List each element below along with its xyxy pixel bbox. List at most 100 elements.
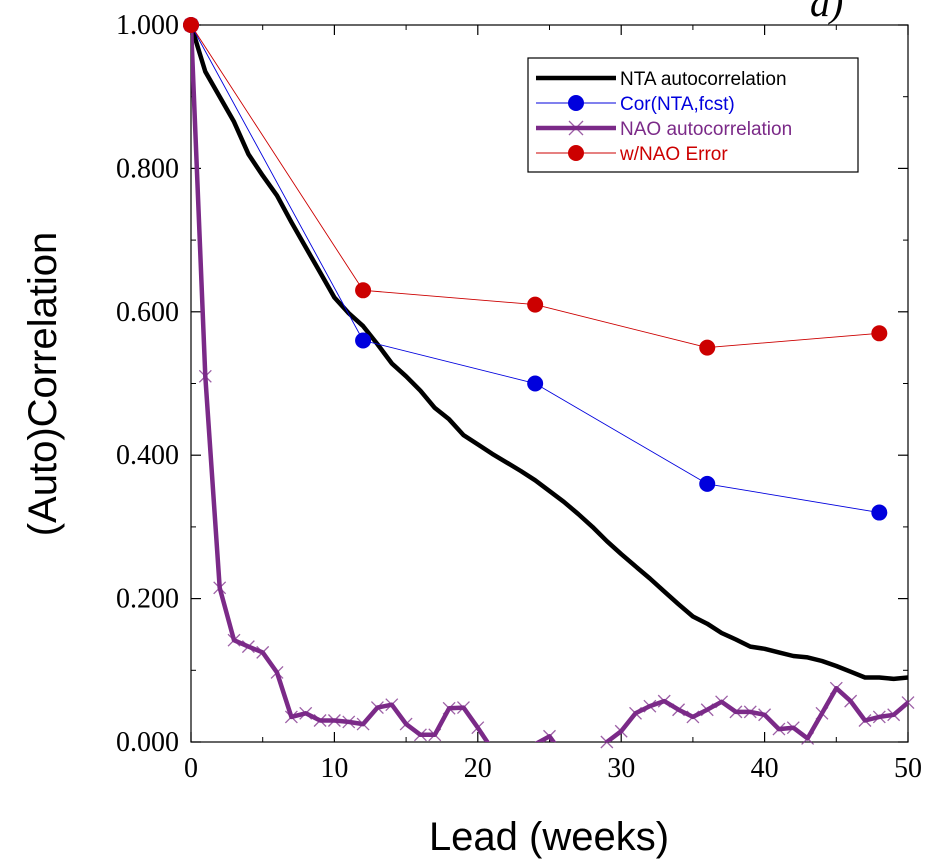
data-point-2 xyxy=(241,640,255,654)
marker-layer xyxy=(183,17,915,749)
axes: 0 10 20 30 40 50 0.000 0.200 0.400 0.600 0.800 1.00… xyxy=(116,10,922,784)
data-point-3 xyxy=(527,296,544,313)
cross-stroke xyxy=(901,696,915,710)
cross-stroke xyxy=(743,705,757,719)
x-tick-label: 0 xyxy=(184,753,198,784)
cross-stroke xyxy=(227,633,241,647)
cross-stroke xyxy=(657,694,671,708)
data-point-2 xyxy=(543,729,556,743)
cross-stroke xyxy=(457,701,470,715)
cross-stroke xyxy=(829,681,843,695)
x-tick-label: 40 xyxy=(751,753,779,784)
x-tick-label: 30 xyxy=(607,753,635,784)
data-point-2 xyxy=(786,721,800,735)
cross-stroke xyxy=(672,703,686,717)
data-point-2 xyxy=(284,710,298,724)
legend-entry: NTA autocorrelation xyxy=(620,69,787,90)
x-tick-label: 50 xyxy=(894,753,922,784)
data-point-2 xyxy=(629,706,642,720)
cross-stroke xyxy=(356,717,370,731)
data-point-2 xyxy=(342,715,356,729)
cross-stroke xyxy=(700,703,714,717)
data-point-2 xyxy=(686,710,700,724)
data-point-2 xyxy=(614,724,628,738)
cross-stroke xyxy=(256,645,270,659)
data-point-3 xyxy=(183,17,199,33)
x-tick-label: 10 xyxy=(320,753,348,784)
y-tick-label: 0.000 xyxy=(116,727,179,758)
data-point-2 xyxy=(887,708,901,722)
data-point-2 xyxy=(743,705,757,719)
cross-stroke xyxy=(715,695,729,709)
data-point-2 xyxy=(413,728,427,742)
data-point-2 xyxy=(858,714,872,727)
data-point-2 xyxy=(872,710,886,724)
data-point-2 xyxy=(213,581,227,595)
data-point-2 xyxy=(815,706,829,720)
data-point-1 xyxy=(355,332,372,349)
data-point-1 xyxy=(871,504,888,521)
data-point-2 xyxy=(729,705,743,719)
cross-stroke xyxy=(729,705,743,719)
data-point-2 xyxy=(801,731,815,745)
cross-stroke xyxy=(327,714,341,727)
data-point-2 xyxy=(385,698,399,712)
cross-stroke xyxy=(858,714,872,727)
cross-stroke xyxy=(568,120,584,136)
cross-stroke xyxy=(786,721,800,735)
cross-stroke xyxy=(629,706,642,720)
data-point-2 xyxy=(356,717,370,731)
cross-stroke xyxy=(413,728,427,742)
data-point-2 xyxy=(198,369,212,383)
data-point-2 xyxy=(370,701,384,715)
cross-stroke xyxy=(844,694,858,708)
data-point-2 xyxy=(256,645,270,659)
cross-stroke xyxy=(643,699,657,713)
data-point-2 xyxy=(471,721,485,735)
data-point-2 xyxy=(643,699,657,713)
legend-marker xyxy=(568,145,584,161)
data-point-2 xyxy=(657,694,671,708)
y-tick-label: 0.400 xyxy=(116,440,179,471)
cross-stroke xyxy=(385,698,399,712)
cross-stroke xyxy=(370,701,384,715)
data-point-2 xyxy=(399,717,413,731)
data-point-2 xyxy=(829,681,843,695)
x-axis-label: Lead (weeks) xyxy=(429,815,669,859)
cross-stroke xyxy=(614,724,628,738)
data-point-2 xyxy=(227,633,241,647)
data-point-2 xyxy=(772,722,786,736)
cross-stroke xyxy=(213,581,227,595)
data-point-3 xyxy=(355,282,372,299)
data-point-2 xyxy=(672,703,686,717)
legend-entry: NAO autocorrelation xyxy=(620,119,792,140)
data-point-2 xyxy=(700,703,714,717)
y-axis-label: (Auto)Correlation xyxy=(21,232,65,537)
x-tick-label: 20 xyxy=(464,753,492,784)
data-point-2 xyxy=(758,708,772,722)
cross-stroke xyxy=(758,708,772,722)
data-point-2 xyxy=(715,695,729,709)
cross-stroke xyxy=(428,728,442,742)
series-line-0 xyxy=(191,22,908,682)
cross-stroke xyxy=(399,717,413,731)
cross-stroke xyxy=(815,706,829,720)
data-point-3 xyxy=(699,339,716,356)
y-tick-label: 0.800 xyxy=(116,153,179,184)
cross-stroke xyxy=(801,731,815,745)
cross-stroke xyxy=(887,708,901,722)
cross-stroke xyxy=(772,722,786,736)
cross-stroke xyxy=(600,735,614,749)
cross-stroke xyxy=(686,710,700,724)
data-point-2 xyxy=(600,735,614,749)
cross-stroke xyxy=(442,701,456,715)
cross-stroke xyxy=(299,706,313,720)
data-point-1 xyxy=(527,375,544,392)
data-point-1 xyxy=(699,475,716,492)
y-tick-label: 0.200 xyxy=(116,584,179,615)
legend-marker xyxy=(568,95,584,111)
cross-stroke xyxy=(471,721,485,735)
legend-entry: w/NAO Error xyxy=(619,144,728,165)
cross-stroke xyxy=(270,665,284,679)
